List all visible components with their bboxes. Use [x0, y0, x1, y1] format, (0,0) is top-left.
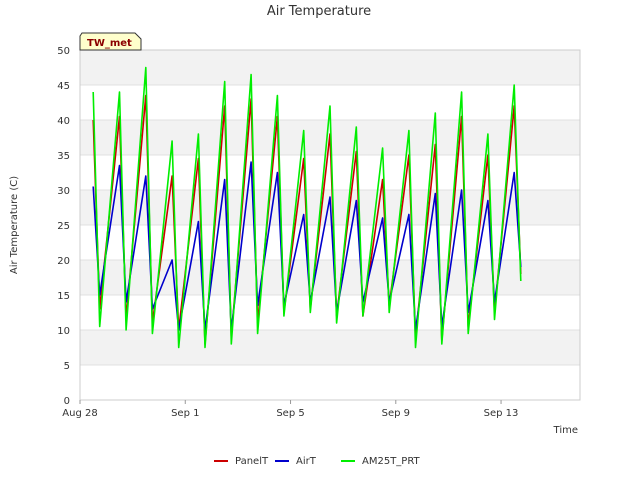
legend-label: AirT — [296, 456, 317, 467]
station-badge: TW_met — [79, 32, 142, 51]
y-tick-label: 25 — [57, 221, 70, 232]
x-tick-label: Aug 28 — [62, 408, 97, 419]
x-tick-label: Sep 1 — [171, 408, 199, 419]
y-axis-ticks: 0 5 10 15 20 25 30 35 40 45 50 — [57, 46, 70, 407]
y-tick-label: 5 — [64, 361, 70, 372]
y-tick-label: 35 — [57, 151, 70, 162]
grid-band — [80, 260, 580, 295]
grid-band — [80, 330, 580, 365]
series-line-airt — [92, 161, 522, 331]
y-tick-label: 30 — [57, 186, 70, 197]
legend: PanelT AirT AM25T_PRT — [214, 456, 421, 467]
y-tick-label: 20 — [57, 256, 70, 267]
y-tick-label: 40 — [57, 116, 70, 127]
y-tick-label: 0 — [64, 396, 70, 407]
series-line-am25t-prt — [92, 66, 522, 349]
plot-frame — [79, 49, 581, 401]
y-axis-label: Air Temperature (C) — [9, 176, 20, 274]
legend-label: PanelT — [235, 456, 269, 467]
series-lines — [92, 66, 522, 349]
station-badge-shape — [79, 32, 142, 51]
background-bands — [80, 49, 580, 401]
x-axis-ticks: Aug 28 Sep 1 Sep 5 Sep 9 Sep 13 — [62, 400, 518, 419]
y-tick-label: 50 — [57, 46, 70, 57]
y-tick-label: 15 — [57, 291, 70, 302]
x-tick-label: Sep 9 — [382, 408, 410, 419]
chart-title: Air Temperature — [267, 4, 371, 19]
x-tick-label: Sep 5 — [276, 408, 304, 419]
y-tick-label: 45 — [57, 81, 70, 92]
grid-band — [80, 50, 580, 85]
y-tick-label: 10 — [57, 326, 70, 337]
station-label: TW_met — [87, 38, 132, 49]
x-axis-label: Time — [553, 425, 578, 436]
x-tick-label: Sep 13 — [484, 408, 519, 419]
legend-label: AM25T_PRT — [362, 456, 421, 467]
